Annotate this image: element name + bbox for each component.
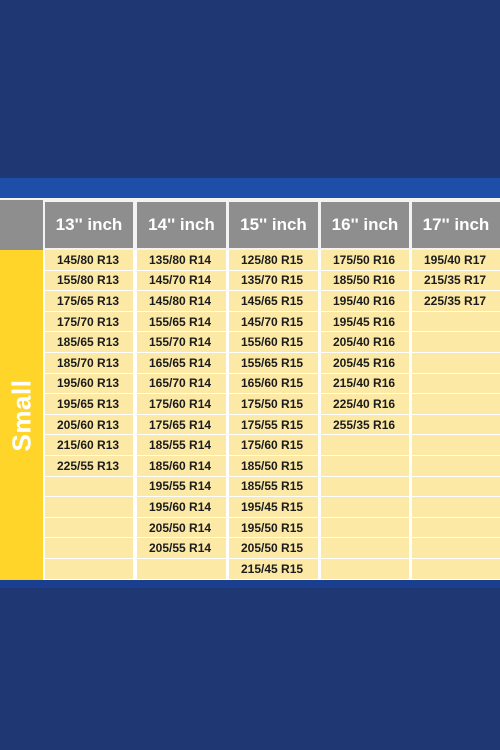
table-cell: 145/80 R14 <box>137 291 226 311</box>
table-header: 13'' inch 14'' inch 15'' inch 16'' inch … <box>0 200 500 250</box>
table-cell <box>321 435 409 455</box>
column-14-inch: 135/80 R14 145/70 R14 145/80 R14 155/65 R14… <box>137 250 226 580</box>
table-cell: 135/80 R14 <box>137 250 226 270</box>
table-cell: 175/65 R13 <box>45 291 133 311</box>
table-cell: 185/50 R16 <box>321 270 409 291</box>
table-cell <box>412 332 500 352</box>
table-cell <box>412 353 500 373</box>
table-cell: 195/40 R16 <box>321 291 409 311</box>
table-cell: 215/60 R13 <box>45 435 133 455</box>
table-cell: 155/65 R15 <box>229 353 318 373</box>
table-cell: 195/45 R16 <box>321 311 409 332</box>
table-cell: 185/50 R15 <box>229 456 318 476</box>
table-cell: 145/70 R15 <box>229 311 318 332</box>
table-cell: 205/40 R16 <box>321 332 409 352</box>
table-cell: 175/50 R16 <box>321 250 409 270</box>
table-cell <box>412 538 500 558</box>
table-cell: 215/45 R15 <box>229 559 318 579</box>
table-bottom-bar <box>0 580 500 588</box>
table-cell: 215/40 R16 <box>321 373 409 394</box>
table-cell: 145/70 R14 <box>137 270 226 291</box>
table-cell <box>45 559 133 579</box>
category-label-text: Small <box>6 379 36 451</box>
table-cell: 155/65 R14 <box>137 311 226 332</box>
column-header-15: 15'' inch <box>229 202 318 248</box>
column-header-14: 14'' inch <box>137 202 226 248</box>
table-cell: 225/55 R13 <box>45 456 133 476</box>
table-top-bar <box>0 178 500 198</box>
column-16-inch: 175/50 R16 185/50 R16 195/40 R16 195/45 R16… <box>321 250 409 580</box>
table-cell <box>412 476 500 497</box>
table-cell: 145/80 R13 <box>45 250 133 270</box>
table-cell: 175/60 R15 <box>229 435 318 455</box>
table-cell <box>412 517 500 538</box>
table-cell <box>412 497 500 517</box>
table-cell <box>412 414 500 435</box>
column-header-16: 16'' inch <box>321 202 409 248</box>
table-cell: 175/65 R14 <box>137 414 226 435</box>
table-cell: 205/45 R16 <box>321 353 409 373</box>
table-cell: 145/65 R15 <box>229 291 318 311</box>
table-cell <box>45 476 133 497</box>
table-cell <box>137 559 226 579</box>
table-cell <box>321 538 409 558</box>
table-cell <box>321 517 409 538</box>
table-cell: 205/60 R13 <box>45 414 133 435</box>
table-cell: 185/55 R15 <box>229 476 318 497</box>
column-13-inch: 145/80 R13 155/80 R13 175/65 R13 175/70 R13… <box>45 250 133 580</box>
column-header-17: 17'' inch <box>412 202 500 248</box>
table-cell: 185/70 R13 <box>45 353 133 373</box>
table-cell: 205/50 R14 <box>137 517 226 538</box>
table-cell: 125/80 R15 <box>229 250 318 270</box>
table-cell: 225/35 R17 <box>412 291 500 311</box>
table-cell: 165/65 R14 <box>137 353 226 373</box>
category-label: Small <box>0 250 43 580</box>
table-cell: 255/35 R16 <box>321 414 409 435</box>
table-cell <box>412 435 500 455</box>
table-cell: 195/50 R15 <box>229 517 318 538</box>
table-cell <box>45 497 133 517</box>
table-cell: 195/65 R13 <box>45 394 133 414</box>
table-cell: 155/60 R15 <box>229 332 318 352</box>
table-cell: 205/50 R15 <box>229 538 318 558</box>
table-cell <box>412 394 500 414</box>
table-cell: 195/55 R14 <box>137 476 226 497</box>
header-separator <box>0 198 500 200</box>
table-cell: 155/70 R14 <box>137 332 226 352</box>
table-cell: 175/50 R15 <box>229 394 318 414</box>
column-header-13: 13'' inch <box>45 202 133 248</box>
table-cell <box>321 456 409 476</box>
table-cell: 175/60 R14 <box>137 394 226 414</box>
table-cell: 185/55 R14 <box>137 435 226 455</box>
tire-size-table: Small 145/80 R13 155/80 R13 175/65 R13 175/… <box>0 250 500 580</box>
table-cell: 155/80 R13 <box>45 270 133 291</box>
table-cell: 195/60 R14 <box>137 497 226 517</box>
table-cell: 195/45 R15 <box>229 497 318 517</box>
header-corner <box>0 200 43 250</box>
column-17-inch: 195/40 R17 215/35 R17 225/35 R17 <box>412 250 500 580</box>
table-cell <box>45 538 133 558</box>
table-cell: 165/70 R14 <box>137 373 226 394</box>
table-cell: 175/70 R13 <box>45 311 133 332</box>
table-cell: 225/40 R16 <box>321 394 409 414</box>
table-cell: 185/65 R13 <box>45 332 133 352</box>
table-cell <box>412 373 500 394</box>
table-cell <box>321 497 409 517</box>
table-cell: 185/60 R14 <box>137 456 226 476</box>
table-cell <box>321 476 409 497</box>
table-cell: 195/40 R17 <box>412 250 500 270</box>
table-cell <box>412 311 500 332</box>
table-cell: 165/60 R15 <box>229 373 318 394</box>
table-cell: 205/55 R14 <box>137 538 226 558</box>
table-cell <box>45 517 133 538</box>
table-cell: 135/70 R15 <box>229 270 318 291</box>
table-cell <box>412 559 500 579</box>
table-cell <box>412 456 500 476</box>
table-cell: 175/55 R15 <box>229 414 318 435</box>
column-15-inch: 125/80 R15 135/70 R15 145/65 R15 145/70 R15… <box>229 250 318 580</box>
table-cell: 195/60 R13 <box>45 373 133 394</box>
table-cell <box>321 559 409 579</box>
table-cell: 215/35 R17 <box>412 270 500 291</box>
